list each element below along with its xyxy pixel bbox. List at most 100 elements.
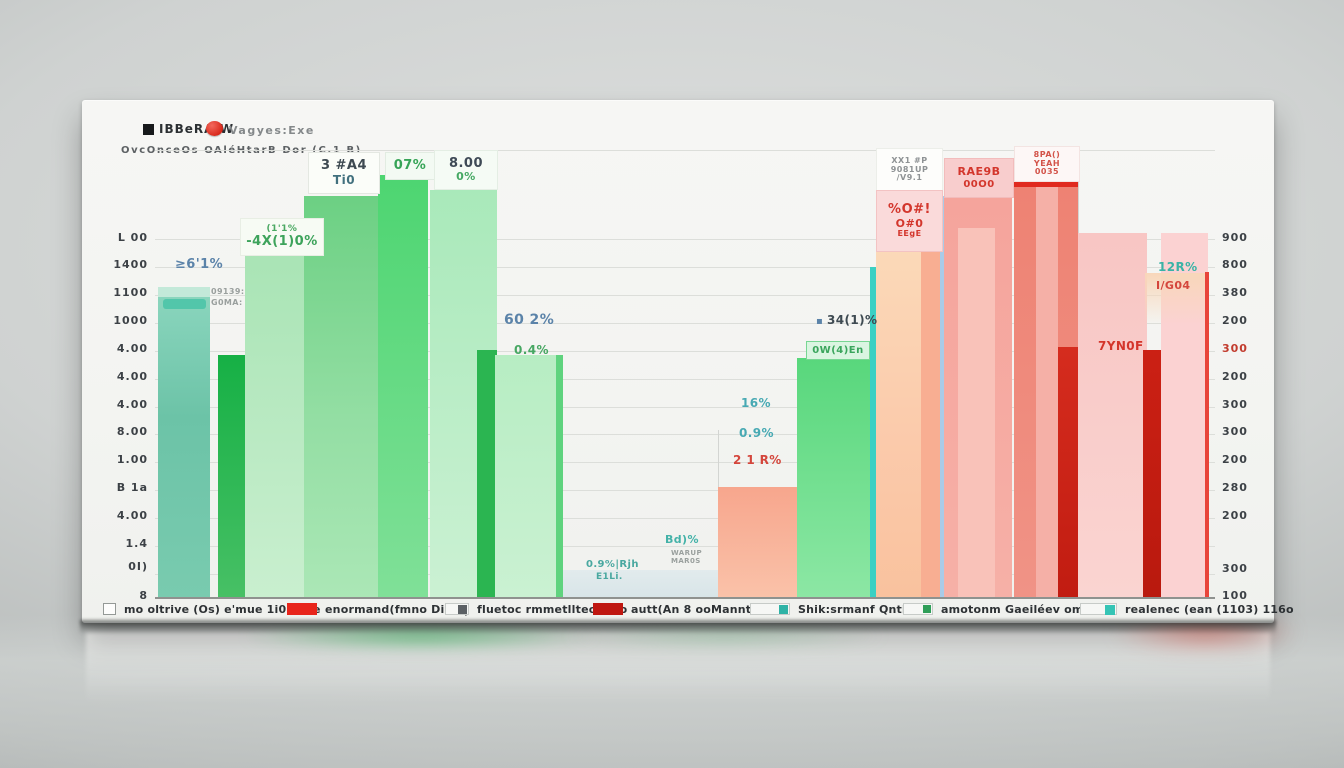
label-box-green-pale-1: (1'1% -4X(1)0%	[240, 218, 324, 256]
label-box-line: 9081UP	[890, 164, 929, 174]
legend-item-label: autt(An 8 ooMannt (Ant	[631, 602, 783, 616]
axis-baseline	[155, 597, 1215, 599]
dark-red-swatch-icon	[593, 603, 623, 615]
chart-brand-suffix: Vagyes:Exe	[229, 124, 315, 137]
label-box-line: 00O0	[963, 178, 995, 190]
value-annotation: WARUP	[671, 549, 703, 557]
legend-row: mo oltrive (Os) e'mue 1i0 Gitle enormand(…	[0, 601, 1344, 619]
bar-red-2-cap	[1014, 180, 1078, 187]
y-axis-tick-right: 300	[1222, 562, 1248, 575]
y-axis-tick-left: 1400	[113, 258, 148, 271]
y-axis-tick-left: 1.4	[125, 537, 148, 550]
value-annotation: 7YN0F	[1098, 339, 1144, 353]
y-axis-tick-right: 100	[1222, 589, 1248, 602]
legend-item-label: amotonm Gaeiléev omlutne	[941, 602, 1117, 616]
value-annotation: ▪	[816, 316, 824, 327]
label-box-line: YEAH	[1033, 158, 1061, 168]
swatch-inner-square-icon	[779, 605, 788, 614]
legend-item-label: enormand(fmno DiBs |	[325, 602, 469, 616]
label-box-line: Ti0	[332, 172, 356, 187]
label-box-green-med: 3 #A4 Ti0	[308, 152, 380, 194]
red-dot-icon	[206, 121, 223, 136]
grid-box-swatch-icon	[445, 603, 469, 615]
bar-red-dark-1	[1058, 347, 1078, 597]
gridline	[155, 323, 1215, 324]
label-box-green-pale: 8.00 0%	[434, 150, 498, 190]
bar-blue-short	[563, 570, 718, 597]
gridline	[155, 239, 1215, 240]
bar-salmon-short	[718, 487, 797, 597]
value-annotation: E1Li.	[596, 572, 623, 582]
y-axis-tick-left: 0I)	[128, 560, 148, 573]
bar-red-2-inner	[1036, 187, 1058, 597]
teal-box-swatch-icon	[1080, 603, 1117, 615]
y-axis-tick-right: 280	[1222, 481, 1248, 494]
legend-item: fluetoc rmmetllteol Oro	[445, 601, 627, 617]
gridline	[155, 267, 1215, 268]
bar-red-dark-2	[1143, 350, 1161, 597]
value-annotation: 12R%	[1158, 260, 1198, 274]
y-axis-tick-left: 4.00	[116, 342, 148, 355]
y-axis-tick-left: 8	[139, 589, 148, 602]
label-box-line: 0W(4)En	[812, 345, 864, 356]
value-annotation: 2 1 R%	[733, 453, 782, 467]
green-box-swatch-icon	[903, 603, 933, 615]
label-box-line: EEgE	[897, 228, 922, 238]
label-box-red-1: RAE9B 00O0	[944, 158, 1014, 198]
y-axis-tick-right: 200	[1222, 453, 1248, 466]
bar-green-right	[797, 358, 872, 597]
label-box-red-2: 8PA() YEAH 0035	[1014, 146, 1080, 182]
value-annotation: 0.4%	[514, 343, 549, 357]
label-box-peach-pink: %O#! O#0 EEgE	[876, 190, 943, 252]
bar-green-pale-1	[245, 253, 306, 597]
value-annotation: 34(1)%	[827, 313, 878, 327]
y-axis-tick-right: 380	[1222, 286, 1248, 299]
bar-green-edge	[556, 355, 563, 597]
legend-item: enormand(fmno DiBs |	[287, 601, 468, 617]
label-box-line: 8PA()	[1033, 149, 1061, 159]
card-shadow	[80, 620, 1276, 634]
y-axis-tick-left: L 00	[117, 231, 148, 244]
value-annotation: MAR0S	[671, 557, 701, 565]
label-box-line: 3 #A4	[320, 158, 368, 174]
bar-red-1-inner	[958, 228, 995, 597]
value-annotation: 09139:	[211, 287, 245, 296]
label-tab-green-right: 0W(4)En	[806, 341, 870, 360]
value-annotation: I/G04	[1156, 279, 1191, 292]
y-axis-tick-left: 4.00	[116, 398, 148, 411]
bar-green-dark-1	[218, 355, 245, 597]
label-box-line: 0035	[1034, 167, 1060, 177]
legend-item-label: Shik:srmanf Qntile	[798, 602, 918, 616]
label-box-line: RAE9B	[957, 165, 1001, 179]
red-swatch-icon	[287, 603, 317, 615]
value-annotation: 60 2%	[504, 312, 555, 328]
bar-pink-1	[1078, 233, 1147, 597]
gridline	[155, 434, 1215, 435]
black-square-icon	[143, 124, 154, 135]
gridline	[155, 518, 1215, 519]
swatch-inner-square-icon	[923, 605, 931, 613]
legend-item: amotonm Gaeiléev omlutne	[903, 601, 1117, 617]
label-box-line: -4X(1)0%	[246, 233, 318, 249]
label-box-line: 8.00	[448, 155, 484, 171]
label-box-line: 07%	[393, 157, 427, 173]
value-annotation: G0MA:	[211, 298, 243, 307]
y-axis-tick-right: 300	[1222, 425, 1248, 438]
gridline	[155, 351, 1215, 352]
teal-box-swatch-icon	[750, 603, 790, 615]
y-axis-tick-left: 1100	[113, 286, 148, 299]
gridline	[155, 379, 1215, 380]
y-axis-tick-right: 300	[1222, 342, 1248, 355]
value-annotation: 0.9%	[739, 426, 774, 440]
white-box-swatch-icon	[103, 603, 116, 615]
gridline	[155, 490, 1215, 491]
bar-green-bright	[378, 175, 428, 597]
y-axis-tick-right: 300	[1222, 398, 1248, 411]
y-axis-tick-left: 1000	[113, 314, 148, 327]
bar-teal	[158, 297, 210, 597]
legend-item: realenec (ean (1103) 116o	[1080, 601, 1294, 617]
y-axis-tick-left: 8.00	[116, 425, 148, 438]
label-box-line: 0%	[456, 170, 476, 184]
value-annotation: Bd)%	[665, 533, 699, 546]
